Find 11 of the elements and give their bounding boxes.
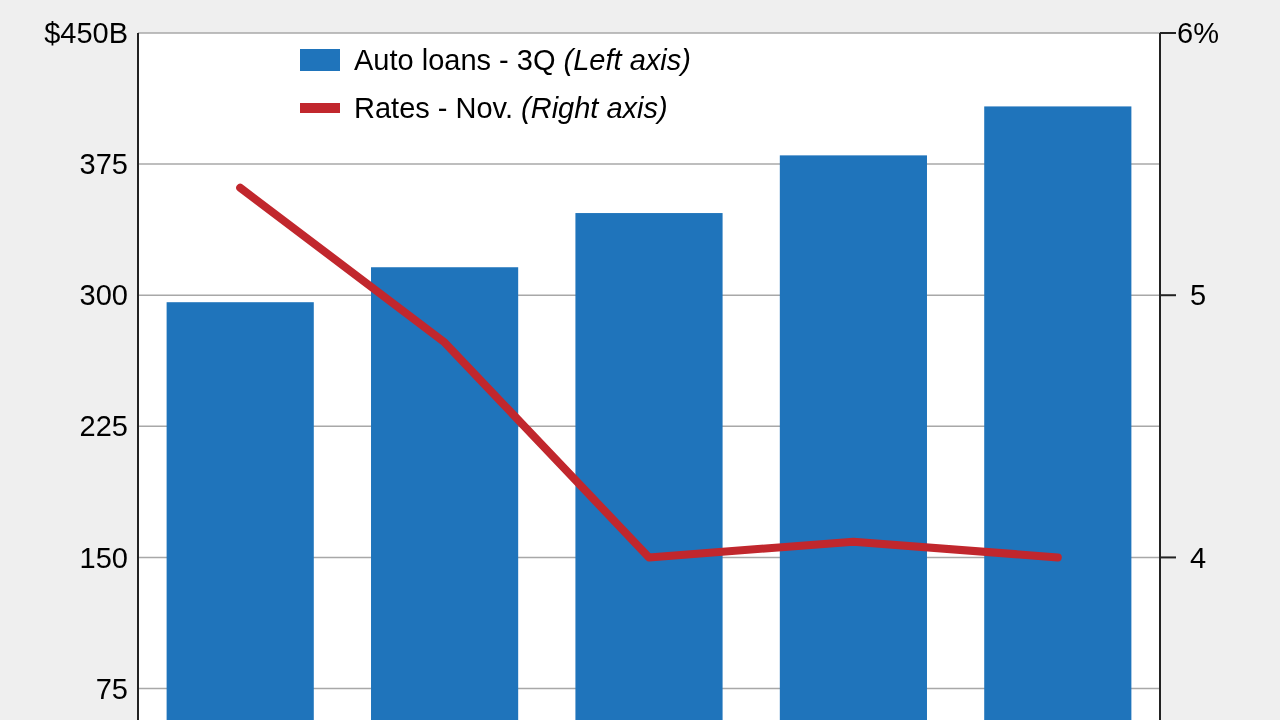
y-tick-label: 375 [79, 148, 128, 181]
y-tick-label: 300 [79, 279, 128, 312]
y-tick-label: 150 [79, 541, 128, 574]
legend-label: Auto loans - 3Q (Left axis) [354, 44, 691, 77]
y2-tick-label: 5 [1189, 279, 1207, 312]
y2-tick-label: 4 [1189, 541, 1207, 574]
y-tick-label: 75 [95, 672, 128, 705]
y2-tick-label: 6% [1177, 17, 1219, 50]
y-tick-label: $450B [44, 17, 128, 50]
y-tick-label: 225 [79, 410, 128, 443]
legend-label: Rates - Nov. (Right axis) [354, 92, 668, 125]
